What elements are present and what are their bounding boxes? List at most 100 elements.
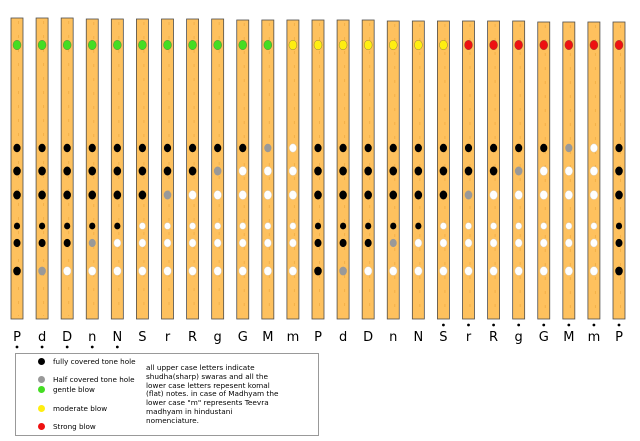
tone-hole-open (263, 266, 272, 276)
legend-swatch-moderate (38, 405, 45, 412)
note-label: N (413, 330, 423, 345)
note-label: P (314, 330, 322, 345)
lower-octave-dot (65, 345, 69, 349)
tone-hole-half (514, 166, 523, 176)
tone-hole-half (389, 238, 397, 248)
tone-hole-open (214, 222, 221, 230)
blow-indicator-gentle (188, 40, 197, 50)
tone-hole-open (264, 222, 272, 230)
blow-indicator-gentle (163, 40, 172, 50)
blow-indicator-gentle (37, 40, 47, 50)
tone-hole-open (288, 190, 297, 200)
tone-hole-full (615, 143, 623, 153)
tone-hole-open (389, 266, 398, 276)
lower-octave-dot (15, 345, 19, 349)
tone-hole-full (364, 238, 372, 248)
legend-swatch-half (38, 376, 45, 383)
note-label: g (515, 330, 523, 345)
legend-swatch-full (38, 358, 45, 365)
note-label: P (13, 330, 21, 345)
tone-hole-full (414, 166, 423, 176)
tone-hole-full (13, 238, 21, 248)
tone-hole-open (489, 190, 498, 200)
tone-hole-full (38, 222, 46, 230)
tone-hole-half (38, 266, 46, 276)
tone-hole-full (489, 166, 498, 176)
blow-indicator-gentle (63, 40, 72, 50)
tone-hole-full (364, 166, 372, 176)
tone-hole-half (163, 190, 172, 200)
tone-hole-half (213, 166, 222, 176)
tone-hole-open (514, 238, 523, 248)
tone-hole-full (615, 266, 623, 276)
tone-hole-half (88, 238, 96, 248)
tone-hole-open (565, 238, 573, 248)
tone-hole-open (590, 238, 598, 248)
tone-hole-full (464, 166, 473, 176)
lower-octave-dot (40, 345, 44, 349)
tone-hole-open (564, 166, 573, 176)
tone-hole-full (89, 222, 96, 230)
tone-hole-open (490, 222, 497, 230)
tone-hole-full (113, 166, 122, 176)
note-label: P (615, 330, 623, 345)
tone-hole-open (238, 266, 247, 276)
tone-hole-full (489, 143, 498, 153)
tone-hole-open (289, 143, 297, 153)
tone-hole-open (188, 190, 197, 200)
tone-hole-open (539, 266, 548, 276)
tone-hole-full (38, 238, 46, 248)
tone-hole-full (113, 143, 121, 153)
blow-indicator-gentle (263, 40, 272, 50)
upper-octave-dot (592, 323, 596, 327)
note-label: m (287, 330, 300, 345)
upper-octave-dot (467, 323, 470, 327)
upper-octave-dot (542, 323, 546, 327)
tone-hole-open (364, 266, 373, 276)
tone-hole-open (489, 238, 498, 248)
tone-hole-full (389, 166, 398, 176)
note-label: r (165, 330, 171, 345)
tone-hole-full (214, 143, 222, 153)
tone-hole-open (213, 238, 222, 248)
tone-hole-open (540, 238, 548, 248)
blow-indicator-gentle (12, 40, 22, 50)
tone-hole-open (188, 238, 197, 248)
tone-hole-full (364, 190, 372, 200)
tone-hole-open (439, 238, 448, 248)
upper-octave-dot (442, 323, 445, 327)
tone-hole-full (339, 222, 347, 230)
note-label: D (363, 330, 373, 345)
blow-indicator-strong (464, 40, 473, 50)
blow-indicator-moderate (414, 40, 423, 50)
tone-hole-open (589, 190, 598, 200)
legend-item-half: Half covered tone hole (38, 375, 135, 384)
note-label: N (112, 330, 122, 345)
tone-hole-full (13, 266, 21, 276)
tone-hole-full (414, 143, 422, 153)
blow-indicator-moderate (313, 40, 323, 50)
blow-indicator-gentle (138, 40, 147, 50)
tone-hole-half (464, 190, 473, 200)
note-label: G (539, 330, 549, 345)
tone-hole-full (114, 222, 121, 230)
legend-item-strong: Strong blow (38, 422, 96, 431)
tone-hole-full (88, 190, 97, 200)
blow-indicator-gentle (238, 40, 247, 50)
tone-hole-full (13, 222, 21, 230)
tone-hole-full (38, 143, 46, 153)
tone-hole-open (440, 222, 447, 230)
legend-label-strong: Strong blow (53, 422, 96, 431)
tone-hole-open (189, 222, 196, 230)
tone-hole-open (263, 190, 272, 200)
note-label: n (88, 330, 96, 345)
blow-indicator-strong (514, 40, 523, 50)
tone-hole-full (439, 190, 448, 200)
tone-hole-full (113, 190, 122, 200)
tone-hole-full (88, 166, 97, 176)
tone-hole-full (314, 266, 322, 276)
tone-hole-open (139, 222, 146, 230)
legend-swatch-gentle (38, 386, 45, 393)
tone-hole-open (263, 166, 272, 176)
